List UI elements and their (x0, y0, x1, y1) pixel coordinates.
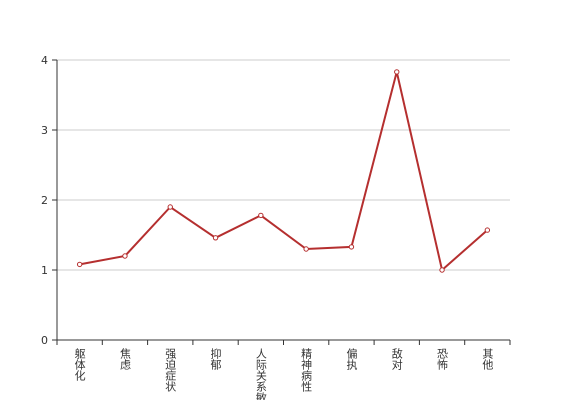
x-tick-label: 强迫症状 (164, 348, 177, 392)
y-tick-label: 0 (41, 334, 48, 347)
point (484, 227, 491, 233)
x-tick-label: 其他 (481, 348, 494, 370)
line (79, 71, 489, 272)
x-tick-label: 恐怖 (436, 348, 449, 370)
x-tick-label: 人际关系敏感 (254, 348, 267, 400)
point (76, 261, 83, 268)
x-tick-label: 偏执 (345, 347, 358, 371)
x-tick-label: 精神病性 (300, 348, 313, 393)
y-tick-label: 2 (41, 194, 48, 207)
y-tick-label: 4 (41, 54, 48, 67)
x-tick-label: 躯体化 (73, 348, 86, 382)
y-tick-label: 1 (41, 264, 48, 277)
point (348, 244, 355, 250)
x-tick-label: 抑郁 (209, 347, 222, 370)
y-tick-label: 3 (41, 124, 48, 137)
point (258, 212, 264, 219)
point (303, 246, 309, 252)
point (439, 267, 445, 273)
x-tick-label: 焦虑 (118, 348, 131, 370)
point (394, 69, 400, 75)
point (122, 253, 128, 259)
point (212, 235, 219, 241)
x-tick-label: 敌对 (390, 347, 403, 370)
point (167, 204, 173, 210)
